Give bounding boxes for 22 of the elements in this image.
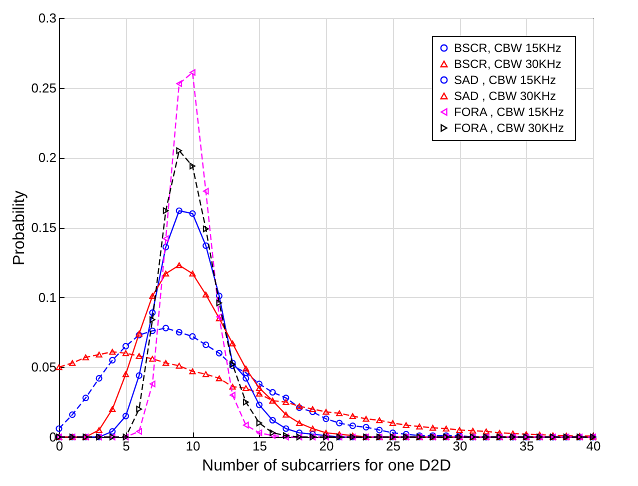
y-tick-label: 0.25 <box>31 80 56 96</box>
x-tick-label: 40 <box>586 438 601 454</box>
legend-label: BSCR, CBW 30KHz <box>454 57 562 71</box>
y-axis-title: Probability <box>11 190 28 266</box>
x-tick-label: 10 <box>186 438 200 454</box>
x-tick-label: 15 <box>252 438 267 454</box>
y-tick-label: 0.1 <box>38 290 56 305</box>
x-tick-label: 25 <box>386 438 400 454</box>
y-tick-label: 0.05 <box>31 360 56 375</box>
x-tick-label: 30 <box>452 438 468 454</box>
x-tick-label: 20 <box>319 438 334 454</box>
x-tick-label: 5 <box>122 438 130 454</box>
legend-label: FORA , CBW 30KHz <box>454 121 564 135</box>
x-tick-label: 35 <box>520 438 534 454</box>
legend-label: SAD , CBW 30KHz <box>454 89 556 103</box>
x-axis-title: Number of subcarriers for one D2D <box>202 458 451 474</box>
legend-label: FORA , CBW 15KHz <box>454 105 564 119</box>
legend-label: BSCR, CBW 15KHz <box>454 41 562 55</box>
y-tick-label: 0.2 <box>38 150 56 166</box>
legend-label: SAD , CBW 15KHz <box>454 73 556 87</box>
y-tick-label: 0.15 <box>31 220 56 235</box>
y-tick-label: 0.3 <box>38 10 56 26</box>
